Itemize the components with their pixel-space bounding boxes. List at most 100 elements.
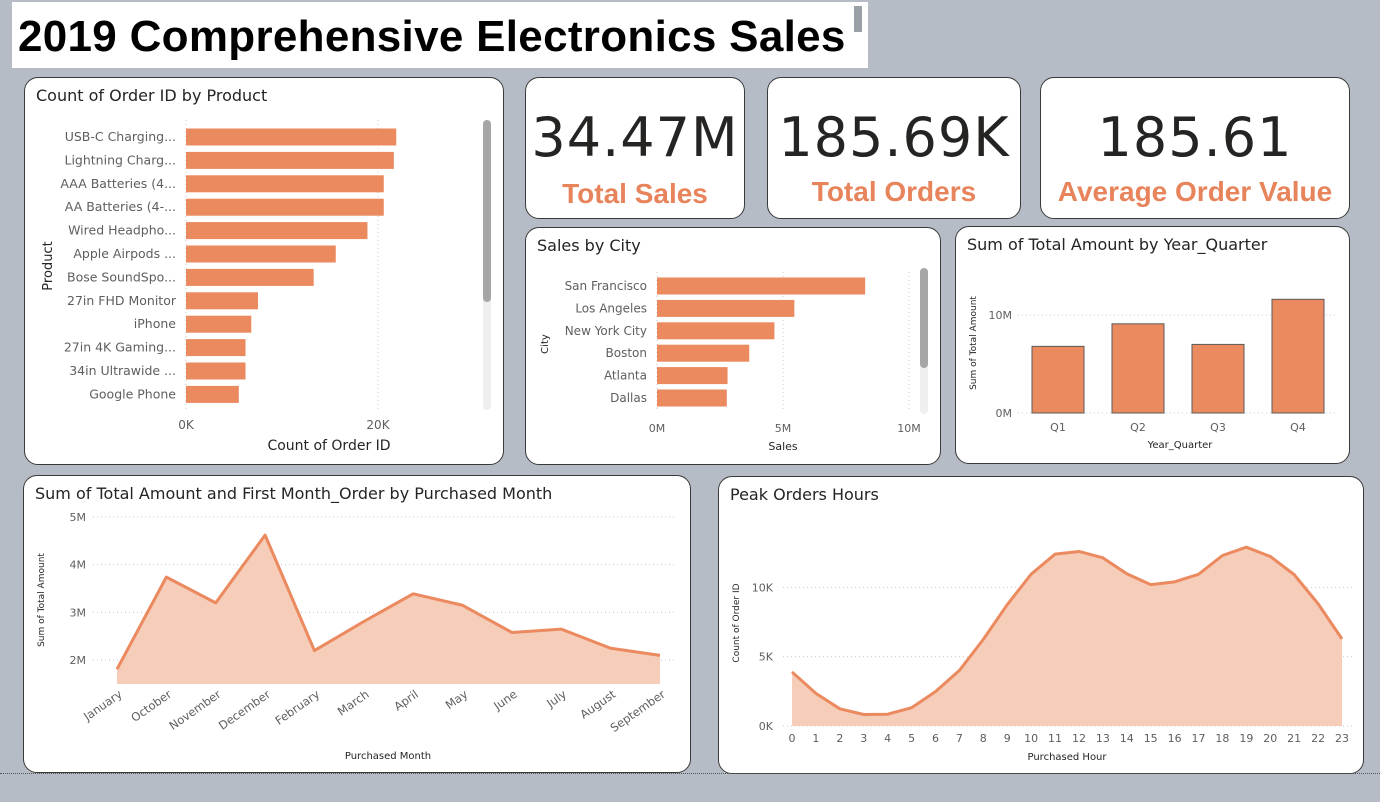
category-label: USB-C Charging... [65,129,176,144]
x-tick-label: 0 [789,732,796,745]
scroll-handle[interactable] [854,6,862,32]
bar [186,362,246,380]
x-tick-label: 12 [1072,732,1086,745]
x-tick-label: 20 [1263,732,1277,745]
y-tick-label: 2M [70,654,87,667]
y-tick-label: 5K [759,651,774,664]
x-tick-label: 22 [1311,732,1325,745]
x-tick-label: 1 [812,732,819,745]
bar [1111,323,1165,414]
bar [186,292,258,310]
chart-orders-by-product: 0K 20K USB-C Charging... Lightning Charg...… [41,120,491,454]
x-tick-label: August [577,687,618,722]
card-orders-by-product[interactable]: Count of Order ID by Product 0K 20K USB-C … [24,77,504,465]
category-label: Google Phone [89,386,176,401]
x-tick-label: Q2 [1130,421,1146,434]
card-peak-order-hours[interactable]: Peak Orders Hours 0K 5K 10K 0 1 2 3 4 5 6 7 8 9 10 11 1… [718,476,1364,774]
x-tick-label: 16 [1168,732,1182,745]
category-label: Apple Airpods ... [73,246,176,261]
x-axis-label: Sales [768,440,798,453]
x-tick-label: 17 [1192,732,1206,745]
title-banner: 2019 Comprehensive Electronics Sales [12,2,868,68]
kpi-card-total-sales[interactable]: 34.47M Total Sales [525,77,745,219]
x-tick-label: 8 [980,732,987,745]
x-tick-label: December [216,687,273,733]
kpi-value: 34.47M [531,106,739,169]
bar [657,322,775,340]
chart-title: Peak Orders Hours [730,485,879,504]
chart-title: Sum of Total Amount by Year_Quarter [967,235,1268,254]
x-tick-label: 10 [1024,732,1038,745]
bar [186,339,246,357]
bar [186,385,239,403]
card-amount-by-quarter[interactable]: Sum of Total Amount by Year_Quarter 0M 10… [955,226,1350,464]
category-label: 27in FHD Monitor [67,293,177,308]
category-label: 34in Ultrawide ... [69,363,176,378]
x-tick-label: January [80,687,125,724]
chart-title: Sum of Total Amount and First Month_Orde… [35,484,553,503]
y-tick-label: 10K [752,581,774,594]
x-tick-label: 0K [178,418,195,432]
x-tick-label: September [608,687,668,735]
category-label: 27in 4K Gaming... [64,340,176,355]
page-title: 2019 Comprehensive Electronics Sales [18,12,846,61]
bar [1031,345,1085,414]
x-axis-label: Count of Order ID [267,438,390,454]
chart-title: Sales by City [537,236,641,255]
kpi-card-total-orders[interactable]: 185.69K Total Orders [767,77,1021,219]
bar [186,268,314,286]
x-axis-label: Year_Quarter [1147,440,1214,451]
x-tick-label: Q1 [1050,421,1066,434]
kpi-label: Average Order Value [1057,176,1333,207]
bar [657,389,727,407]
x-tick-label: October [128,687,174,725]
card-sales-by-city[interactable]: Sales by City 0M 5M 10M San Francisco Los An… [525,227,941,465]
bar [186,128,397,146]
x-tick-label: Q3 [1210,421,1226,434]
category-label: Lightning Charg... [64,152,176,167]
x-axis-label: Purchased Hour [1027,752,1107,763]
x-tick-label: 2 [836,732,843,745]
bar [186,222,368,240]
category-label: Los Angeles [575,301,647,315]
category-label: Wired Headpho... [68,223,176,238]
x-tick-label: 23 [1335,732,1349,745]
x-tick-label: 5 [908,732,915,745]
x-tick-label: March [335,687,372,719]
x-tick-label: 4 [884,732,891,745]
y-axis-label: Product [41,241,56,290]
y-tick-label: 0M [996,407,1013,420]
area-fill [792,547,1342,726]
category-label: San Francisco [565,279,647,293]
card-amount-by-month[interactable]: Sum of Total Amount and First Month_Orde… [23,475,691,773]
chart-sales-by-city: 0M 5M 10M San Francisco Los Angeles New York … [540,268,928,453]
bar [186,198,384,216]
bar [657,367,728,385]
x-tick-label: June [490,687,519,713]
category-label: Dallas [610,391,647,405]
x-tick-label: 5M [775,422,792,435]
x-tick-label: May [443,687,471,712]
bar [186,315,252,333]
y-tick-label: 3M [70,606,87,619]
x-tick-label: 6 [932,732,939,745]
category-label: Boston [606,346,647,360]
x-tick-label: 18 [1215,732,1229,745]
y-axis-label: Count of Order ID [732,583,742,662]
bar [1191,343,1245,414]
category-label: New York City [565,324,647,338]
x-tick-label: 21 [1287,732,1301,745]
x-tick-label: 9 [1004,732,1011,745]
bar [186,175,384,193]
bar [1271,298,1325,414]
kpi-label: Total Sales [562,178,708,209]
scrollbar-thumb [483,120,491,302]
x-tick-label: 19 [1239,732,1253,745]
y-tick-label: 4M [70,559,87,572]
x-tick-label: 13 [1096,732,1110,745]
y-tick-label: 0K [759,720,774,733]
kpi-card-average-order-value[interactable]: 185.61 Average Order Value [1040,77,1350,219]
category-label: iPhone [134,316,177,331]
